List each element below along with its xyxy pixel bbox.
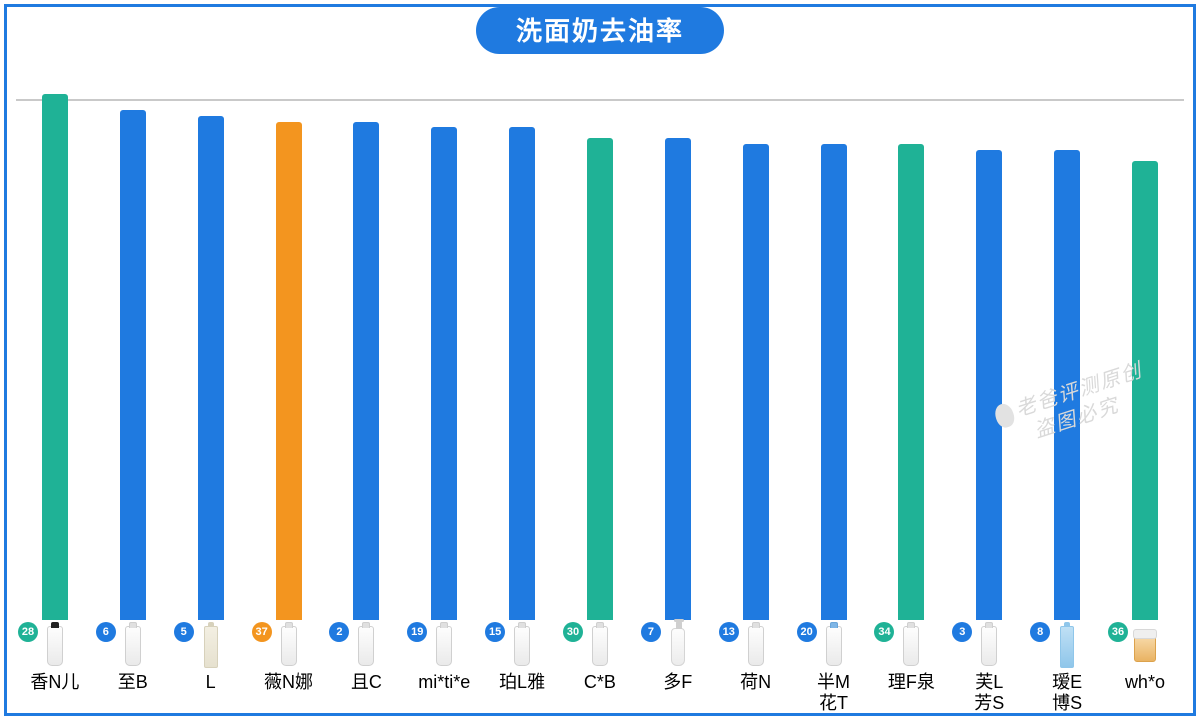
product-icon [969, 620, 1009, 670]
bar-column [950, 60, 1028, 620]
x-axis-label: 且C [327, 672, 405, 693]
x-axis-label: 半M 花T [795, 672, 873, 713]
bar [276, 122, 302, 620]
bar [898, 144, 924, 620]
x-axis-label: 珀L雅 [483, 672, 561, 693]
x-axis-label: 芙L 芳S [950, 672, 1028, 713]
product-icon [191, 620, 231, 670]
bar-column [1028, 60, 1106, 620]
x-axis-label: 薇N娜 [250, 672, 328, 693]
x-axis-label: 荷N [717, 672, 795, 693]
bar-column [561, 60, 639, 620]
bar [509, 127, 535, 620]
bar [821, 144, 847, 620]
rank-badge: 37 [252, 622, 272, 642]
x-axis-label: L [172, 672, 250, 693]
product-icon [580, 620, 620, 670]
bar [198, 116, 224, 620]
bar-column [795, 60, 873, 620]
chart-title: 洗面奶去油率 [476, 7, 724, 54]
bar [42, 94, 68, 620]
product-icon [269, 620, 309, 670]
bar-column [94, 60, 172, 620]
bar [665, 138, 691, 620]
x-axis-label: 瑷E 博S [1028, 672, 1106, 713]
bar-column [16, 60, 94, 620]
x-axis-label: mi*ti*e [405, 672, 483, 693]
x-axis-label: 香N儿 [16, 672, 94, 693]
bar-column [717, 60, 795, 620]
product-icon [658, 620, 698, 670]
x-axis-label: 至B [94, 672, 172, 693]
product-icon [814, 620, 854, 670]
x-axis-label: wh*o [1106, 672, 1184, 693]
rank-badge: 30 [563, 622, 583, 642]
bar [1054, 150, 1080, 620]
product-icon [736, 620, 776, 670]
bar-column [405, 60, 483, 620]
bar-column [483, 60, 561, 620]
product-icon [113, 620, 153, 670]
product-icon [35, 620, 75, 670]
bar-column [250, 60, 328, 620]
rank-badge: 5 [174, 622, 194, 642]
bar-column [172, 60, 250, 620]
product-icon [346, 620, 386, 670]
product-icon [891, 620, 931, 670]
bar [743, 144, 769, 620]
bar [976, 150, 1002, 620]
rank-badge: 13 [719, 622, 739, 642]
bar [353, 122, 379, 620]
rank-badge: 6 [96, 622, 116, 642]
bar-column [1106, 60, 1184, 620]
rank-badge: 36 [1108, 622, 1128, 642]
product-icon [1047, 620, 1087, 670]
product-icon [424, 620, 464, 670]
rank-badge: 20 [797, 622, 817, 642]
bar-column [872, 60, 950, 620]
x-axis-label: C*B [561, 672, 639, 693]
bar [1132, 161, 1158, 620]
product-icon [1125, 620, 1165, 670]
chart-plot-area [16, 60, 1184, 620]
bar-column [639, 60, 717, 620]
bar [431, 127, 457, 620]
bar-column [327, 60, 405, 620]
x-axis-label: 多F [639, 672, 717, 693]
product-icon [502, 620, 542, 670]
rank-badge: 28 [18, 622, 38, 642]
bar [587, 138, 613, 620]
x-axis-label: 理F泉 [872, 672, 950, 693]
rank-badge: 7 [641, 622, 661, 642]
bar [120, 110, 146, 620]
